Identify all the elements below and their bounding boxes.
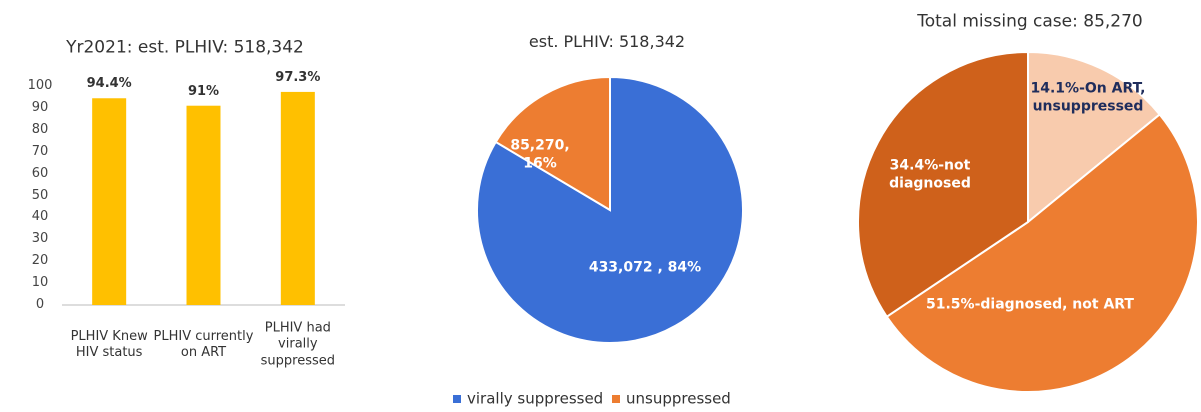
- data-label: 94.4%: [86, 76, 132, 92]
- chart-title: est. PLHIV: 518,342: [528, 32, 686, 51]
- y-tick-label: 20: [31, 253, 49, 269]
- y-tick-label: 60: [31, 165, 49, 181]
- y-tick-label: 80: [31, 121, 49, 137]
- data-label: 51.5%-diagnosed, not ART: [926, 296, 1134, 313]
- pie-slice: [1027, 50, 1162, 225]
- y-tick-label: 50: [31, 187, 49, 203]
- y-tick-label: 0: [35, 296, 45, 312]
- pie-slice: [885, 113, 1199, 393]
- y-tick-label: 100: [27, 77, 53, 93]
- data-label: 97.3%: [275, 69, 321, 85]
- legend-swatch: [453, 395, 461, 403]
- legend-swatch: [612, 395, 620, 403]
- data-label: 14.1%-On ART, unsuppressed: [1030, 80, 1146, 115]
- x-tick-label: PLHIV had virally suppressed: [260, 320, 336, 369]
- bar: [92, 98, 127, 305]
- y-tick-label: 30: [31, 231, 49, 247]
- legend-label: virally suppressed: [467, 389, 604, 408]
- pie-slice: [494, 75, 611, 212]
- y-tick-label: 90: [31, 99, 49, 115]
- data-label: 85,270, 16%: [510, 137, 570, 172]
- y-tick-label: 10: [31, 274, 49, 290]
- x-tick-label: PLHIV currently on ART: [153, 328, 254, 360]
- x-tick-label: PLHIV Knew HIV status: [70, 328, 148, 360]
- data-label: 433,072 , 84%: [588, 259, 702, 276]
- data-label: 91%: [187, 83, 220, 99]
- chart-title: Total missing case: 85,270: [917, 11, 1143, 32]
- legend-label: unsuppressed: [626, 389, 731, 408]
- y-tick-label: 70: [31, 143, 49, 159]
- chart-title: Yr2021: est. PLHIV: 518,342: [66, 37, 304, 58]
- data-label: 34.4%-not diagnosed: [889, 157, 971, 192]
- bar: [186, 105, 221, 306]
- bar: [280, 91, 315, 306]
- pie-slice: [857, 50, 1029, 319]
- y-tick-label: 40: [31, 209, 49, 225]
